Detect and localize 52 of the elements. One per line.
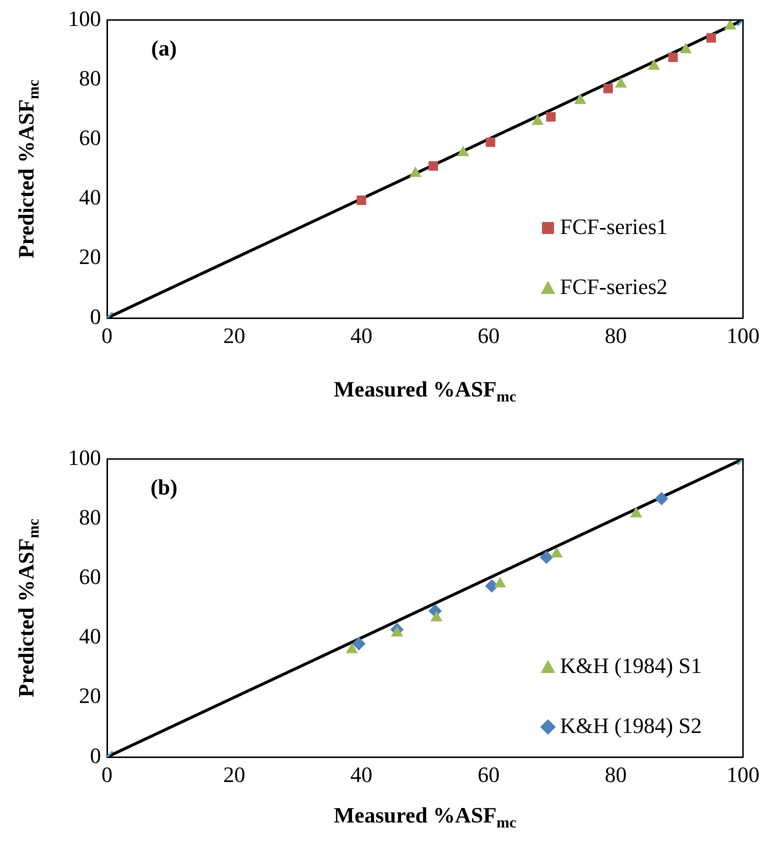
- legend-label: K&H (1984) S2: [560, 712, 702, 738]
- x-tick-label: 100: [726, 322, 760, 348]
- point: [550, 548, 562, 558]
- point: [655, 492, 668, 506]
- point: [574, 94, 586, 104]
- y-tick-label: 80: [79, 65, 101, 90]
- y-tick-label: 100: [68, 444, 101, 470]
- point: [532, 114, 544, 125]
- x-tick-label: 100: [726, 762, 760, 787]
- y-tick-label: 20: [79, 683, 101, 708]
- point: [391, 626, 403, 637]
- y-tick-label: 100: [68, 6, 101, 31]
- x-tick-label: 80: [604, 322, 627, 348]
- x-tick-label: 60: [478, 762, 500, 787]
- point: [410, 166, 422, 177]
- y-tick-label: 80: [79, 504, 101, 530]
- x-tick-label: 40: [350, 322, 372, 348]
- point: [540, 550, 553, 564]
- y-tick-label: 40: [79, 624, 101, 649]
- annotation: (b): [150, 474, 178, 500]
- x-tick-label: 40: [350, 762, 372, 787]
- y-tick-label: 0: [90, 742, 101, 768]
- point: [680, 43, 692, 54]
- legend-label: K&H (1984) S1: [560, 652, 702, 678]
- y-tick-label: 60: [79, 564, 101, 589]
- y-tick-label: 40: [79, 184, 101, 210]
- annotation: (a): [151, 36, 177, 61]
- y-tick-label: 0: [90, 304, 101, 329]
- point: [494, 577, 506, 588]
- x-tick-label: 80: [604, 762, 627, 787]
- point: [352, 637, 366, 650]
- legend-label: FCF-series2: [560, 274, 668, 299]
- y-axis-title: Predicted %ASFmc: [14, 79, 43, 258]
- point: [648, 60, 660, 70]
- point: [668, 52, 678, 62]
- point: [430, 611, 442, 622]
- y-tick-label: 20: [79, 244, 101, 270]
- point: [706, 33, 716, 43]
- x-tick-label: 20: [223, 762, 246, 787]
- point: [486, 137, 496, 147]
- point: [546, 112, 556, 122]
- point: [346, 643, 358, 654]
- point: [603, 84, 613, 94]
- x-tick-label: 60: [478, 322, 500, 348]
- legend-label: FCF-series1: [560, 214, 668, 239]
- point: [457, 146, 469, 156]
- y-axis-title: Predicted %ASFmc: [14, 518, 43, 698]
- point: [724, 20, 736, 30]
- point: [428, 161, 438, 171]
- point: [615, 78, 627, 88]
- y-tick-label: 60: [79, 124, 101, 150]
- x-tick-label: 20: [223, 322, 246, 348]
